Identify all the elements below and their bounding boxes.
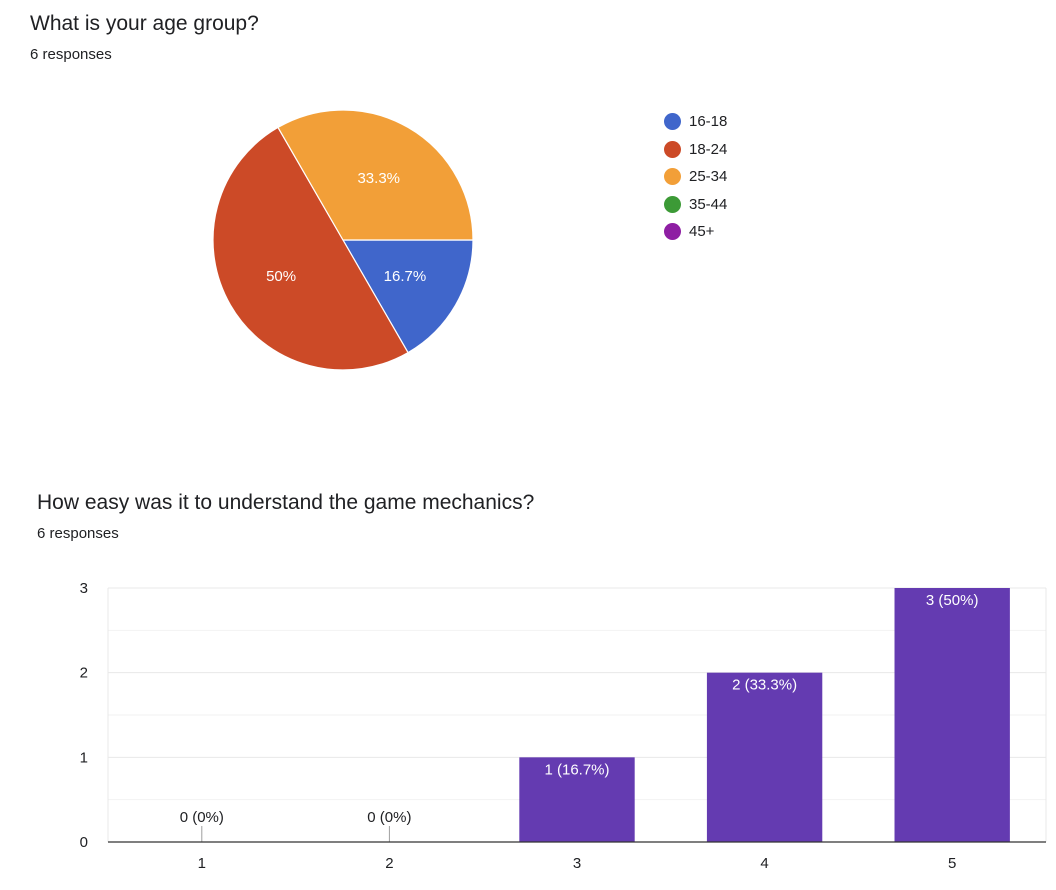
legend-item: 35-44	[664, 191, 727, 219]
pie-slice-label: 33.3%	[357, 170, 400, 187]
question-title: How easy was it to understand the game m…	[37, 491, 535, 514]
legend-item: 16-18	[664, 108, 727, 136]
response-count: 6 responses	[30, 46, 112, 63]
y-tick-label: 0	[80, 834, 88, 851]
legend-swatch	[664, 140, 681, 158]
bar-3	[519, 757, 635, 842]
x-tick-label: 2	[385, 855, 393, 872]
x-tick-label: 5	[948, 855, 956, 872]
x-tick-label: 1	[198, 855, 206, 872]
x-tick-label: 4	[760, 855, 768, 872]
response-count: 6 responses	[37, 525, 119, 542]
legend-label: 35-44	[689, 195, 728, 213]
legend-swatch	[664, 168, 681, 186]
legend-swatch	[664, 113, 681, 131]
legend-item: 25-34	[664, 163, 727, 191]
age-pie-chart: 16.7% 50% 33.3%	[212, 109, 474, 371]
pie-legend: 16-18 18-24 25-34 35-44 45+	[664, 108, 727, 246]
question-title: What is your age group?	[30, 12, 259, 35]
bar-data-label: 2 (33.3%)	[732, 677, 797, 694]
pie-slice-label: 50%	[266, 268, 296, 285]
bar-data-label: 3 (50%)	[926, 592, 979, 609]
legend-label: 25-34	[689, 168, 728, 186]
pie-slice-label: 16.7%	[384, 268, 427, 285]
pie-slice-25-34	[277, 109, 474, 241]
bar-data-label: 0 (0%)	[180, 809, 224, 826]
bar-5	[894, 588, 1010, 842]
bar-4	[706, 672, 823, 842]
y-tick-label: 2	[80, 665, 88, 682]
y-tick-label: 3	[80, 580, 88, 597]
legend-label: 18-24	[689, 140, 728, 158]
x-tick-label: 3	[573, 855, 581, 872]
pie-slice-18-24	[212, 126, 409, 371]
bar-data-label: 1 (16.7%)	[544, 761, 609, 778]
legend-swatch	[664, 223, 681, 241]
game-mechanics-card: How easy was it to understand the game m…	[0, 476, 1056, 890]
legend-swatch	[664, 195, 681, 213]
pie-slice-16-18	[341, 239, 474, 354]
legend-item: 18-24	[664, 136, 727, 164]
legend-item: 45+	[664, 218, 727, 246]
legend-label: 16-18	[689, 113, 728, 131]
age-group-card: What is your age group? 6 responses 16.7…	[0, 0, 1056, 440]
mechanics-bar-chart: 0 1 2 3 0 (0%) 1 0 (0%) 2 1 (16.7%) 3 2 (33.3%) 4 3 …	[80, 580, 1047, 872]
y-tick-label: 1	[80, 749, 88, 766]
legend-label: 45+	[689, 223, 715, 241]
bar-data-label: 0 (0%)	[367, 809, 411, 826]
